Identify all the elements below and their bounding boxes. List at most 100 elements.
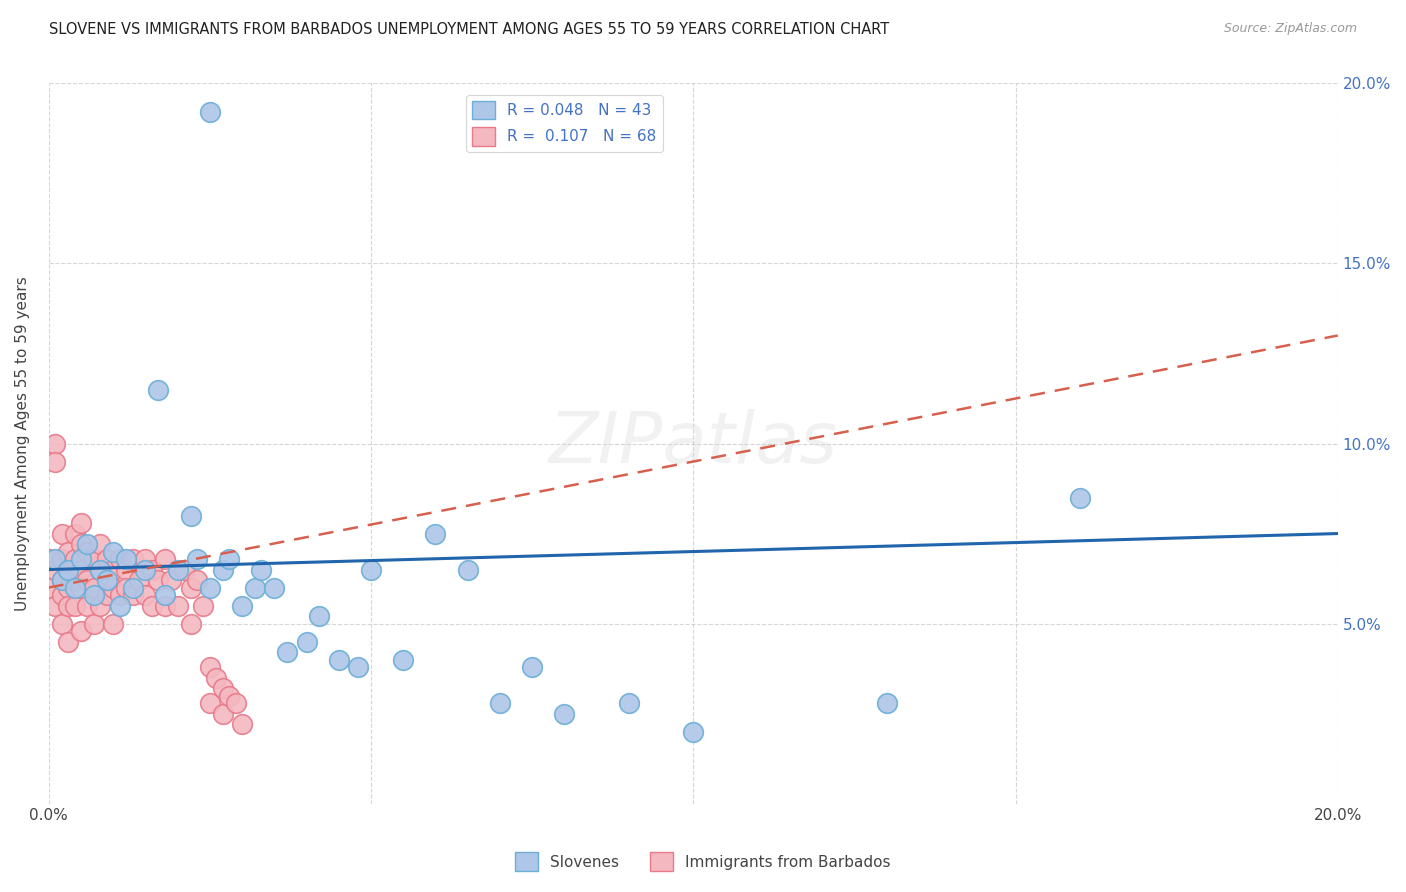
- Point: [56, 544, 79, 558]
- Point: [457, 563, 479, 577]
- Point: [115, 563, 138, 577]
- Point: [83, 551, 105, 566]
- Legend: R = 0.048   N = 43, R =  0.107   N = 68: R = 0.048 N = 43, R = 0.107 N = 68: [465, 95, 662, 152]
- Point: [70, 516, 93, 530]
- Point: [425, 526, 447, 541]
- Point: [360, 563, 382, 577]
- Y-axis label: Unemployment Among Ages 55 to 59 years: Unemployment Among Ages 55 to 59 years: [15, 277, 30, 611]
- Point: [1069, 491, 1091, 505]
- Point: [63, 526, 86, 541]
- Point: [198, 660, 221, 674]
- Point: [56, 563, 79, 577]
- Point: [121, 581, 143, 595]
- Point: [44, 436, 66, 450]
- Point: [166, 563, 188, 577]
- Point: [121, 588, 143, 602]
- Point: [231, 599, 253, 613]
- Point: [682, 724, 704, 739]
- Point: [141, 599, 163, 613]
- Point: [193, 599, 215, 613]
- Point: [134, 588, 156, 602]
- Point: [96, 551, 118, 566]
- Point: [70, 551, 93, 566]
- Point: [38, 581, 60, 595]
- Text: ZIPatlas: ZIPatlas: [548, 409, 838, 478]
- Point: [153, 588, 176, 602]
- Point: [56, 599, 79, 613]
- Point: [115, 551, 138, 566]
- Point: [160, 574, 183, 588]
- Point: [180, 581, 202, 595]
- Text: SLOVENE VS IMMIGRANTS FROM BARBADOS UNEMPLOYMENT AMONG AGES 55 TO 59 YEARS CORRE: SLOVENE VS IMMIGRANTS FROM BARBADOS UNEM…: [49, 22, 890, 37]
- Point: [63, 574, 86, 588]
- Point: [231, 717, 253, 731]
- Point: [108, 551, 131, 566]
- Point: [103, 581, 125, 595]
- Point: [166, 599, 188, 613]
- Point: [617, 696, 640, 710]
- Point: [56, 581, 79, 595]
- Point: [347, 660, 370, 674]
- Point: [218, 689, 240, 703]
- Point: [83, 616, 105, 631]
- Point: [121, 551, 143, 566]
- Point: [153, 551, 176, 566]
- Point: [263, 581, 285, 595]
- Legend: Slovenes, Immigrants from Barbados: Slovenes, Immigrants from Barbados: [509, 847, 897, 877]
- Point: [211, 681, 233, 696]
- Point: [115, 581, 138, 595]
- Point: [520, 660, 543, 674]
- Point: [218, 551, 240, 566]
- Point: [76, 544, 98, 558]
- Point: [44, 551, 66, 566]
- Point: [96, 588, 118, 602]
- Point: [103, 563, 125, 577]
- Point: [56, 563, 79, 577]
- Point: [308, 609, 330, 624]
- Point: [44, 563, 66, 577]
- Point: [63, 599, 86, 613]
- Point: [198, 581, 221, 595]
- Point: [63, 551, 86, 566]
- Point: [186, 551, 208, 566]
- Point: [153, 599, 176, 613]
- Point: [56, 634, 79, 648]
- Point: [295, 634, 318, 648]
- Point: [186, 574, 208, 588]
- Point: [63, 581, 86, 595]
- Point: [103, 544, 125, 558]
- Point: [51, 574, 73, 588]
- Point: [70, 581, 93, 595]
- Point: [180, 616, 202, 631]
- Point: [44, 454, 66, 468]
- Point: [70, 537, 93, 551]
- Point: [51, 574, 73, 588]
- Point: [148, 574, 170, 588]
- Text: Source: ZipAtlas.com: Source: ZipAtlas.com: [1223, 22, 1357, 36]
- Point: [76, 599, 98, 613]
- Point: [876, 696, 898, 710]
- Point: [173, 563, 195, 577]
- Point: [250, 563, 273, 577]
- Point: [76, 574, 98, 588]
- Point: [128, 574, 150, 588]
- Point: [148, 383, 170, 397]
- Point: [198, 105, 221, 120]
- Point: [211, 563, 233, 577]
- Point: [276, 645, 298, 659]
- Point: [89, 563, 111, 577]
- Point: [51, 616, 73, 631]
- Point: [180, 508, 202, 523]
- Point: [51, 588, 73, 602]
- Point: [89, 563, 111, 577]
- Point: [51, 526, 73, 541]
- Point: [225, 696, 247, 710]
- Point: [108, 588, 131, 602]
- Point: [211, 706, 233, 721]
- Point: [243, 581, 266, 595]
- Point: [89, 599, 111, 613]
- Point: [489, 696, 512, 710]
- Point: [96, 574, 118, 588]
- Point: [44, 599, 66, 613]
- Point: [51, 551, 73, 566]
